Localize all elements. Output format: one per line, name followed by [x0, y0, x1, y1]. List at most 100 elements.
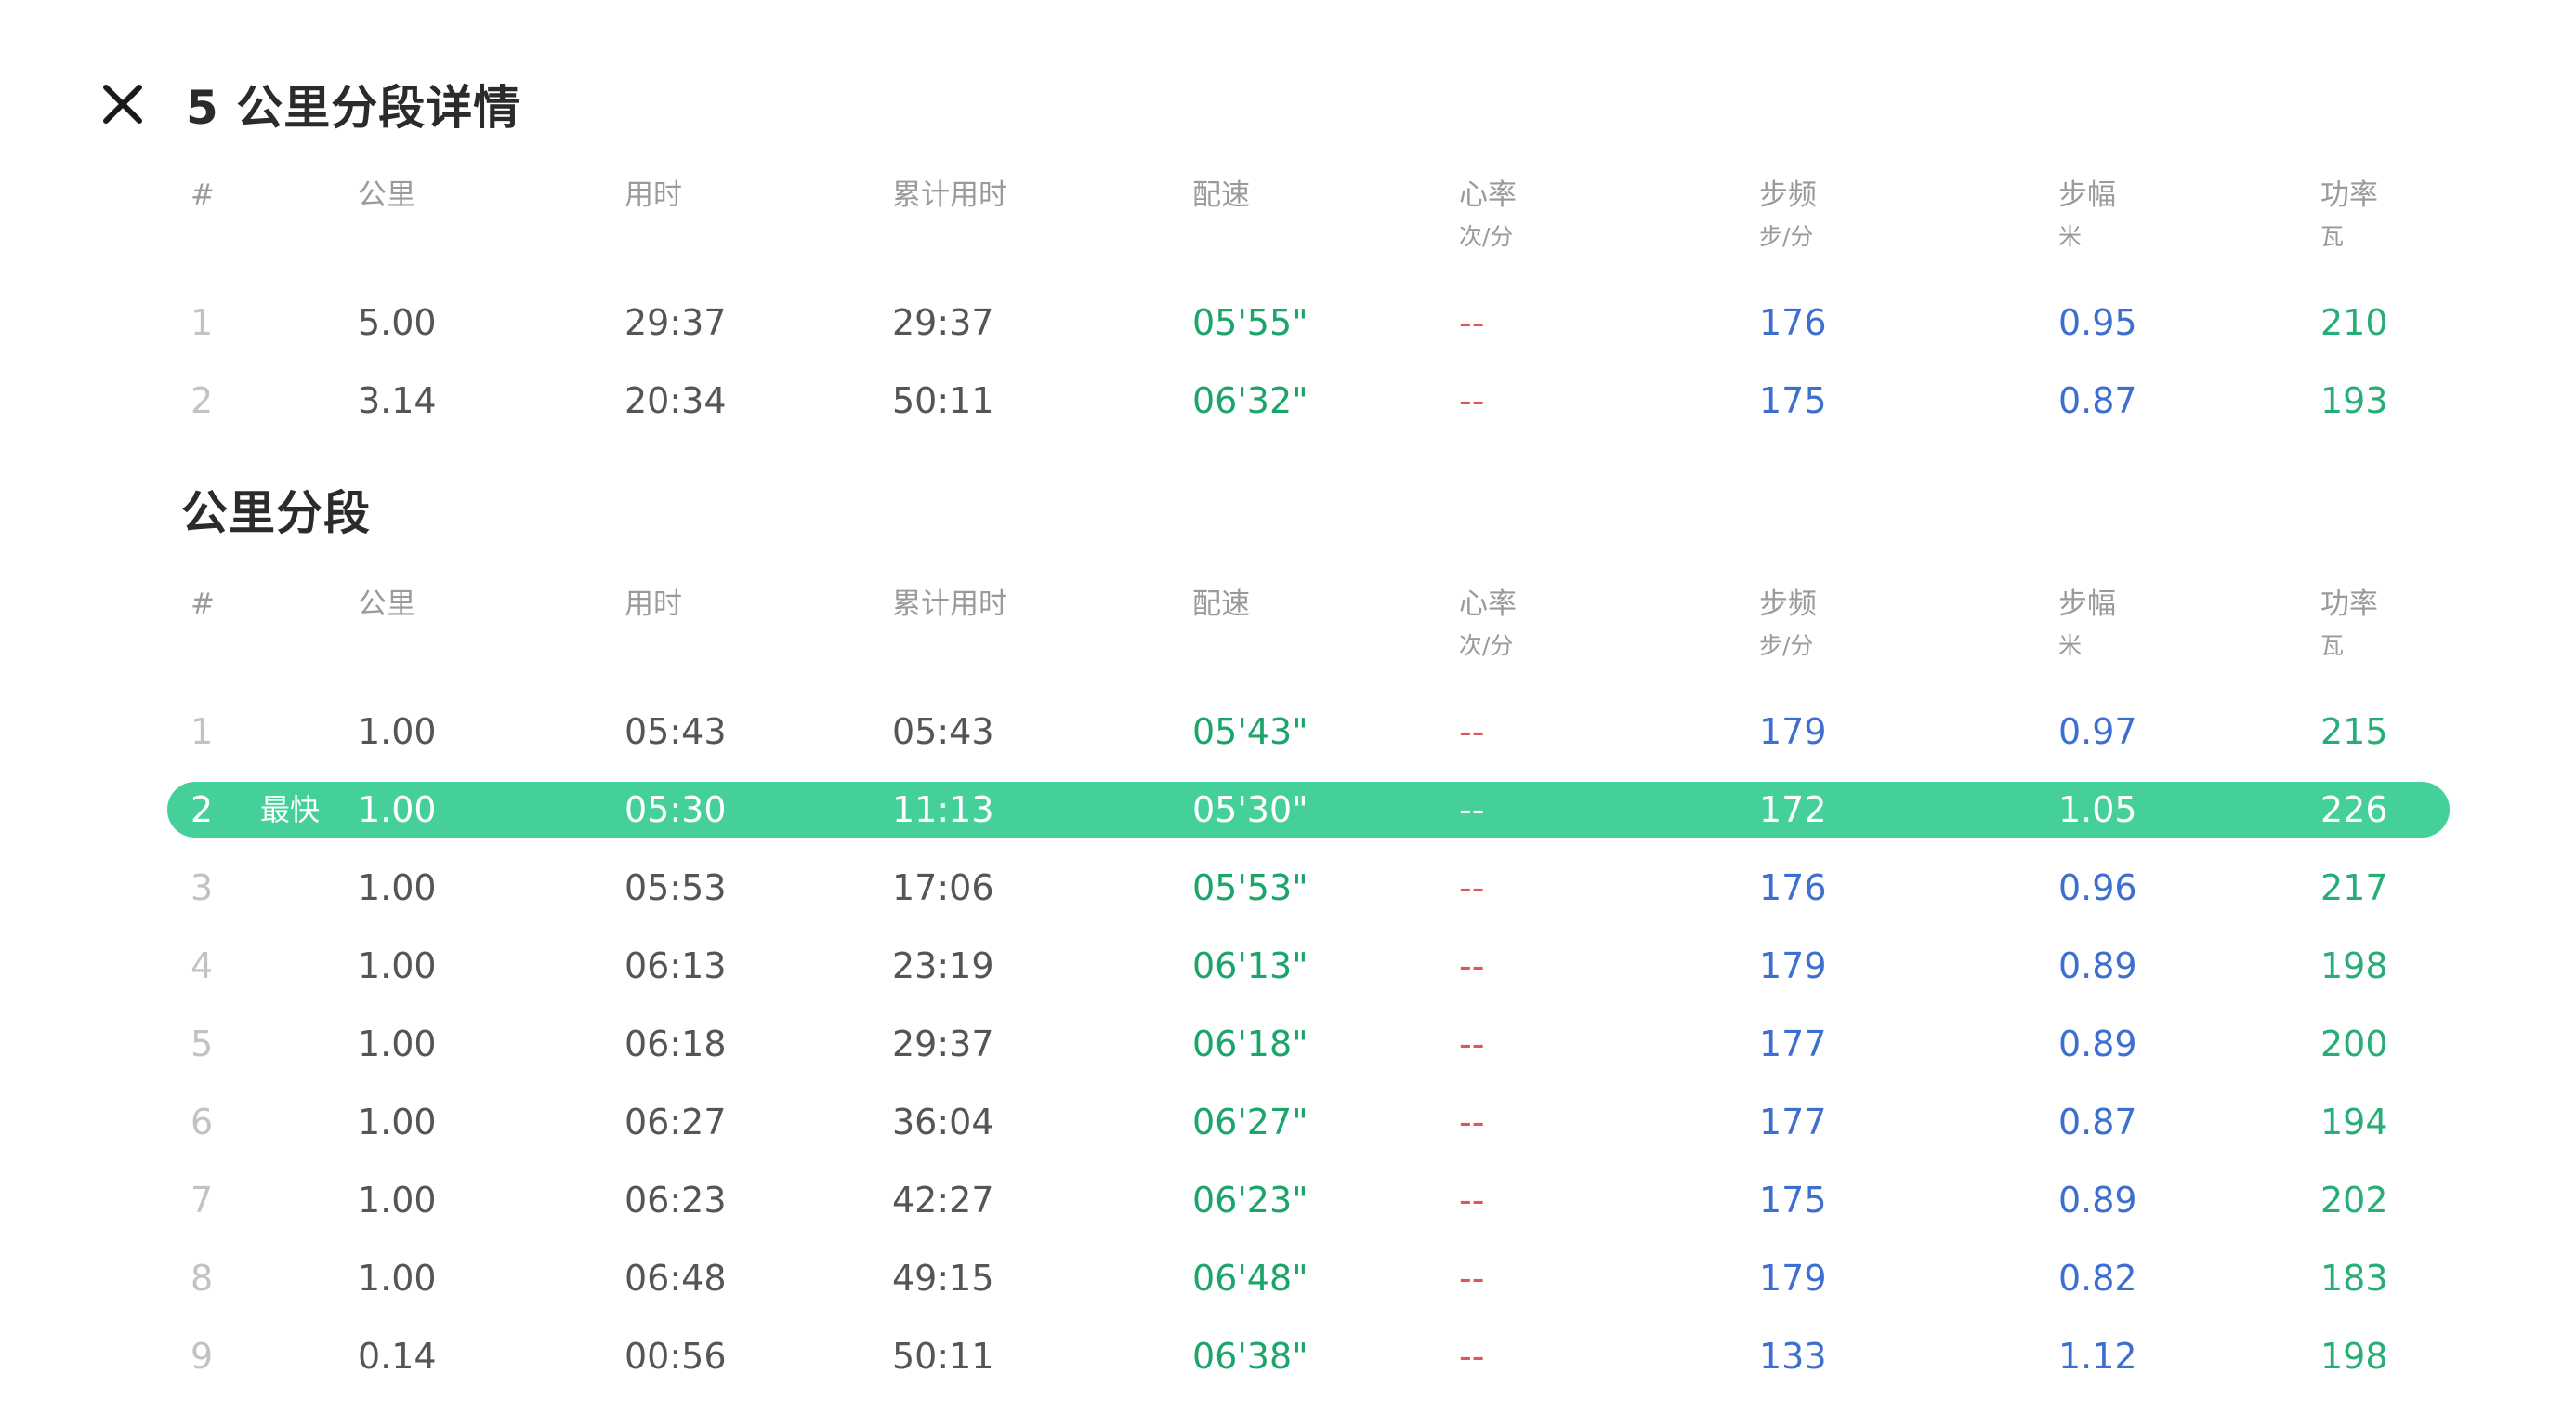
cell-idx: 8 [191, 1239, 213, 1317]
cell-time: 06:48 [624, 1239, 727, 1317]
cell-pow: 217 [2320, 849, 2388, 927]
cell-km: 3.14 [358, 362, 437, 440]
cell-pace: 05'30" [1192, 771, 1308, 849]
close-button[interactable] [97, 78, 149, 130]
cell-time: 05:30 [624, 771, 727, 849]
cell-time: 06:23 [624, 1161, 727, 1239]
cell-km: 5.00 [358, 284, 437, 362]
cell-cad: 176 [1759, 849, 1827, 927]
cell-str: 0.82 [2058, 1239, 2137, 1317]
cell-str: 0.89 [2058, 1005, 2137, 1083]
col-km: 公里 [358, 172, 415, 218]
table-row: 1 5.00 29:37 29:37 05'55" -- 176 0.95 21… [167, 284, 2472, 362]
cell-pow: 210 [2320, 284, 2388, 362]
cell-str: 0.95 [2058, 284, 2137, 362]
cell-cum: 50:11 [892, 362, 994, 440]
col-pow: 功率瓦 [2320, 172, 2378, 256]
col-pace: 配速 [1192, 581, 1250, 627]
cell-str: 0.89 [2058, 927, 2137, 1005]
cell-pace: 06'18" [1192, 1005, 1308, 1083]
table-row: 7 1.00 06:23 42:27 06'23" -- 175 0.89 20… [167, 1161, 2472, 1239]
cell-idx: 3 [191, 849, 213, 927]
cell-cad: 179 [1759, 927, 1827, 1005]
cell-km: 1.00 [358, 927, 437, 1005]
col-pow: 功率瓦 [2320, 581, 2378, 665]
cell-cum: 11:13 [892, 771, 994, 849]
cell-pow: 198 [2320, 927, 2388, 1005]
col-time: 用时 [624, 581, 682, 627]
cell-pace: 06'13" [1192, 927, 1308, 1005]
col-idx: # [191, 581, 215, 627]
cell-km: 1.00 [358, 693, 437, 771]
cell-pace: 06'27" [1192, 1083, 1308, 1161]
cell-pow: 200 [2320, 1005, 2388, 1083]
cell-pow: 198 [2320, 1317, 2388, 1395]
cell-time: 06:18 [624, 1005, 727, 1083]
cell-pace: 05'43" [1192, 693, 1308, 771]
table-row: 5 1.00 06:18 29:37 06'18" -- 177 0.89 20… [167, 1005, 2472, 1083]
col-cum: 累计用时 [892, 581, 1007, 627]
cell-pow: 183 [2320, 1239, 2388, 1317]
cell-cum: 36:04 [892, 1083, 994, 1161]
cell-str: 0.87 [2058, 362, 2137, 440]
cell-km: 1.00 [358, 1239, 437, 1317]
page-header: 5 公里分段详情 [97, 67, 520, 141]
cell-km: 1.00 [358, 771, 437, 849]
cell-pace: 05'55" [1192, 284, 1308, 362]
cell-str: 0.97 [2058, 693, 2137, 771]
cell-hr: -- [1459, 362, 1484, 440]
cell-pow: 193 [2320, 362, 2388, 440]
fastest-badge: 最快 [260, 771, 320, 849]
close-icon[interactable] [102, 84, 143, 125]
cell-idx: 1 [191, 284, 213, 362]
col-km: 公里 [358, 581, 415, 627]
cell-pow: 202 [2320, 1161, 2388, 1239]
cell-idx: 1 [191, 693, 213, 771]
table-row: 4 1.00 06:13 23:19 06'13" -- 179 0.89 19… [167, 927, 2472, 1005]
km-table-header: # 公里 用时 累计用时 配速 心率 次/分 步频 步/分 步幅米 功率瓦 [167, 581, 2472, 693]
col-hr: 心率 次/分 [1459, 581, 1517, 665]
cell-cum: 23:19 [892, 927, 994, 1005]
cell-cad: 179 [1759, 693, 1827, 771]
cell-cad: 177 [1759, 1083, 1827, 1161]
cell-cad: 172 [1759, 771, 1827, 849]
cell-idx: 5 [191, 1005, 213, 1083]
cell-pace: 05'53" [1192, 849, 1308, 927]
cell-idx: 6 [191, 1083, 213, 1161]
cell-hr: -- [1459, 849, 1484, 927]
cell-pace: 06'23" [1192, 1161, 1308, 1239]
cell-cum: 29:37 [892, 284, 994, 362]
table-row: 6 1.00 06:27 36:04 06'27" -- 177 0.87 19… [167, 1083, 2472, 1161]
cell-cum: 49:15 [892, 1239, 994, 1317]
cell-cum: 42:27 [892, 1161, 994, 1239]
table-row: 9 0.14 00:56 50:11 06'38" -- 133 1.12 19… [167, 1317, 2472, 1395]
cell-str: 1.12 [2058, 1317, 2137, 1395]
cell-time: 00:56 [624, 1317, 727, 1395]
cell-time: 20:34 [624, 362, 727, 440]
cell-cad: 133 [1759, 1317, 1827, 1395]
table-row: 8 1.00 06:48 49:15 06'48" -- 179 0.82 18… [167, 1239, 2472, 1317]
cell-hr: -- [1459, 1317, 1484, 1395]
col-cad: 步频 步/分 [1759, 172, 1817, 256]
table-row: 1 1.00 05:43 05:43 05'43" -- 179 0.97 21… [167, 693, 2472, 771]
col-cum: 累计用时 [892, 172, 1007, 218]
cell-hr: -- [1459, 1083, 1484, 1161]
col-cad: 步频 步/分 [1759, 581, 1817, 665]
cell-cad: 179 [1759, 1239, 1827, 1317]
cell-time: 06:27 [624, 1083, 727, 1161]
col-str: 步幅米 [2058, 581, 2116, 665]
cell-km: 1.00 [358, 1083, 437, 1161]
cell-idx: 7 [191, 1161, 213, 1239]
cell-idx: 9 [191, 1317, 213, 1395]
col-pace: 配速 [1192, 172, 1250, 218]
cell-hr: -- [1459, 771, 1484, 849]
page-title: 5 公里分段详情 [186, 71, 520, 138]
cell-pow: 215 [2320, 693, 2388, 771]
cell-str: 0.96 [2058, 849, 2137, 927]
cell-str: 0.87 [2058, 1083, 2137, 1161]
cell-cum: 29:37 [892, 1005, 994, 1083]
cell-cad: 176 [1759, 284, 1827, 362]
cell-km: 1.00 [358, 1161, 437, 1239]
cell-hr: -- [1459, 693, 1484, 771]
col-str: 步幅米 [2058, 172, 2116, 256]
